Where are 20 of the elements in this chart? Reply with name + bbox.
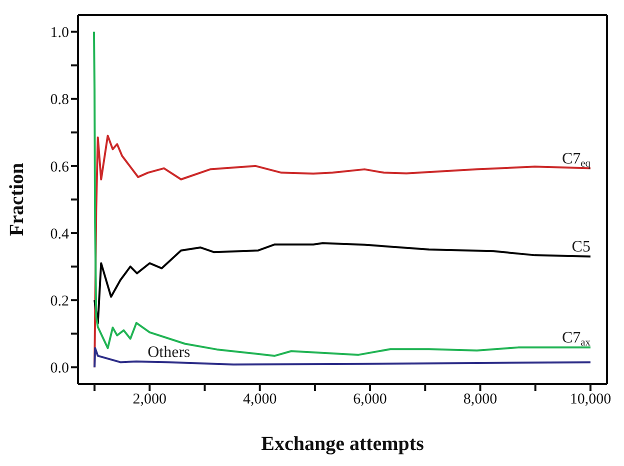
x-tick-label: 8,000 [463, 392, 498, 408]
x-tick-label: 2,000 [132, 392, 167, 408]
line-series [94, 347, 592, 368]
y-tick-label: 0.6 [50, 159, 70, 176]
y-tick-label: 0.2 [50, 293, 69, 310]
line-series [92, 30, 592, 357]
series-label: C7$_{ax}$ [562, 329, 592, 348]
y-tick-label: 0.8 [50, 92, 69, 108]
y-tick-label: 0.0 [50, 360, 69, 377]
line-series [94, 242, 592, 325]
y-axis-title: Fraction [6, 162, 28, 236]
series-label: Others [148, 344, 190, 362]
series-label: C7$_{eq}$ [562, 150, 590, 170]
x-axis-title: Exchange attempts [261, 433, 424, 455]
y-tick-label: 1.0 [50, 25, 69, 42]
x-tick-label: 10,000 [570, 392, 612, 408]
x-tick-label: 6,000 [353, 392, 387, 408]
x-tick-label: 4,000 [242, 392, 277, 408]
y-tick-label: 0.4 [50, 226, 70, 242]
series-label: C5 [572, 238, 590, 256]
